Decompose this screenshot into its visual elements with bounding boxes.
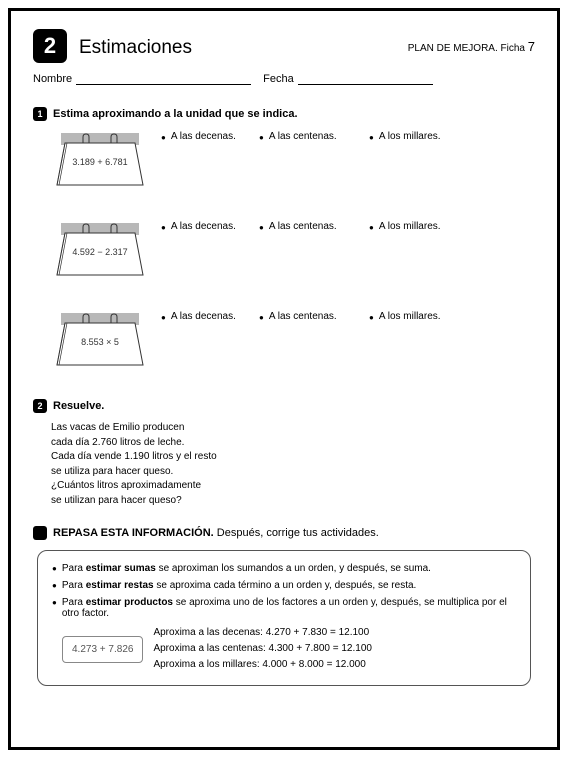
repasa-icon xyxy=(33,526,47,540)
problem-line: Cada día vende 1.190 litros y el resto xyxy=(51,450,535,465)
info-item: ● Para estimar restas se aproxima cada té… xyxy=(52,580,516,591)
example-line: Aproxima a las centenas: 4.300 + 7.800 =… xyxy=(153,641,372,657)
easel-icon: 4.592 − 2.317 xyxy=(51,219,149,281)
bullet-icon: ● xyxy=(259,313,264,322)
unit-number-box: 2 xyxy=(33,29,67,63)
task-1-row: 3.189 + 6.781 ● A las decenas. ● A las cen… xyxy=(33,129,535,191)
col-millares: ● A los millares. xyxy=(369,131,535,142)
bullet-icon: ● xyxy=(52,598,57,620)
info-box: ● Para estimar sumas se aproximan los sum… xyxy=(37,550,531,686)
fecha-label: Fecha xyxy=(263,73,294,85)
task-2-title: Resuelve. xyxy=(53,400,104,412)
col-decenas: ● A las decenas. xyxy=(149,311,259,322)
plan-number: 7 xyxy=(528,39,535,54)
col-label: A las centenas. xyxy=(269,221,337,232)
bullet-icon: ● xyxy=(259,223,264,232)
task-1: 1 Estima aproximando a la unidad que se … xyxy=(33,107,535,371)
plan-label: PLAN DE MEJORA. Ficha 7 xyxy=(408,39,535,54)
easel: 8.553 × 5 xyxy=(51,309,149,371)
info-text: Para estimar restas se aproxima cada tér… xyxy=(62,580,416,591)
nombre-field: Nombre xyxy=(33,73,251,85)
svg-text:4.592 − 2.317: 4.592 − 2.317 xyxy=(72,247,127,257)
col-centenas: ● A las centenas. xyxy=(259,311,369,322)
columns: ● A las decenas. ● A las centenas. ● A los … xyxy=(149,309,535,322)
columns: ● A las decenas. ● A las centenas. ● A los … xyxy=(149,219,535,232)
name-date-fields: Nombre Fecha xyxy=(33,73,535,85)
fecha-line[interactable] xyxy=(298,73,433,85)
col-label: A las centenas. xyxy=(269,131,337,142)
task-2-head: 2 Resuelve. xyxy=(33,399,535,413)
easel: 4.592 − 2.317 xyxy=(51,219,149,281)
nombre-line[interactable] xyxy=(76,73,251,85)
col-label: A las decenas. xyxy=(171,311,236,322)
col-label: A las decenas. xyxy=(171,221,236,232)
easel-icon: 3.189 + 6.781 xyxy=(51,129,149,191)
problem-line: se utiliza para hacer queso. xyxy=(51,465,535,480)
bullet-icon: ● xyxy=(161,223,166,232)
problem-line: se utilizan para hacer queso? xyxy=(51,494,535,509)
bullet-icon: ● xyxy=(161,133,166,142)
info-text: Para estimar productos se aproxima uno d… xyxy=(62,597,516,619)
problem-line: ¿Cuántos litros aproximadamente xyxy=(51,479,535,494)
problem-line: cada día 2.760 litros de leche. xyxy=(51,436,535,451)
info-text: Para estimar sumas se aproximan los suma… xyxy=(62,563,431,574)
bullet-icon: ● xyxy=(52,564,57,575)
task-2-problem: Las vacas de Emilio producencada día 2.7… xyxy=(33,421,535,508)
info-item: ● Para estimar sumas se aproximan los sum… xyxy=(52,563,516,574)
easel-icon: 8.553 × 5 xyxy=(51,309,149,371)
col-millares: ● A los millares. xyxy=(369,311,535,322)
task-1-number: 1 xyxy=(33,107,47,121)
repasa-head: REPASA ESTA INFORMACIÓN. Después, corrig… xyxy=(33,526,535,540)
col-label: A los millares. xyxy=(379,311,441,322)
col-label: A las decenas. xyxy=(171,131,236,142)
example-expression: 4.273 + 7.826 xyxy=(62,636,143,663)
example-line: Aproxima a los millares: 4.000 + 8.000 =… xyxy=(153,657,372,673)
fecha-field: Fecha xyxy=(263,73,433,85)
task-1-row: 4.592 − 2.317 ● A las decenas. ● A las cen… xyxy=(33,219,535,281)
col-decenas: ● A las decenas. xyxy=(149,131,259,142)
col-millares: ● A los millares. xyxy=(369,221,535,232)
example-row: 4.273 + 7.826 Aproxima a las decenas: 4.… xyxy=(52,625,516,673)
task-2: 2 Resuelve. Las vacas de Emilio producen… xyxy=(33,399,535,508)
task-1-head: 1 Estima aproximando a la unidad que se … xyxy=(33,107,535,121)
svg-text:8.553 × 5: 8.553 × 5 xyxy=(81,337,119,347)
example-lines: Aproxima a las decenas: 4.270 + 7.830 = … xyxy=(153,625,372,673)
task-1-row: 8.553 × 5 ● A las decenas. ● A las centena… xyxy=(33,309,535,371)
task-1-title: Estima aproximando a la unidad que se in… xyxy=(53,108,298,120)
info-list: ● Para estimar sumas se aproximan los sum… xyxy=(52,563,516,619)
col-centenas: ● A las centenas. xyxy=(259,221,369,232)
easel: 3.189 + 6.781 xyxy=(51,129,149,191)
bullet-icon: ● xyxy=(369,313,374,322)
bullet-icon: ● xyxy=(369,133,374,142)
bullet-icon: ● xyxy=(161,313,166,322)
repasa-title-bold: REPASA ESTA INFORMACIÓN. xyxy=(53,527,214,539)
col-label: A los millares. xyxy=(379,131,441,142)
col-label: A las centenas. xyxy=(269,311,337,322)
repasa-title-rest: Después, corrige tus actividades. xyxy=(214,527,379,539)
plan-text: PLAN DE MEJORA. Ficha xyxy=(408,43,525,54)
page-frame: 2 Estimaciones PLAN DE MEJORA. Ficha 7 N… xyxy=(8,8,560,750)
bullet-icon: ● xyxy=(369,223,374,232)
example-line: Aproxima a las decenas: 4.270 + 7.830 = … xyxy=(153,625,372,641)
col-centenas: ● A las centenas. xyxy=(259,131,369,142)
page-title: Estimaciones xyxy=(79,37,192,59)
problem-line: Las vacas de Emilio producen xyxy=(51,421,535,436)
task-2-number: 2 xyxy=(33,399,47,413)
info-item: ●Para estimar productos se aproxima uno … xyxy=(52,597,516,619)
bullet-icon: ● xyxy=(52,581,57,592)
repasa-title: REPASA ESTA INFORMACIÓN. Después, corrig… xyxy=(53,527,379,539)
svg-text:3.189 + 6.781: 3.189 + 6.781 xyxy=(72,157,127,167)
columns: ● A las decenas. ● A las centenas. ● A los … xyxy=(149,129,535,142)
bullet-icon: ● xyxy=(259,133,264,142)
col-label: A los millares. xyxy=(379,221,441,232)
col-decenas: ● A las decenas. xyxy=(149,221,259,232)
nombre-label: Nombre xyxy=(33,73,72,85)
